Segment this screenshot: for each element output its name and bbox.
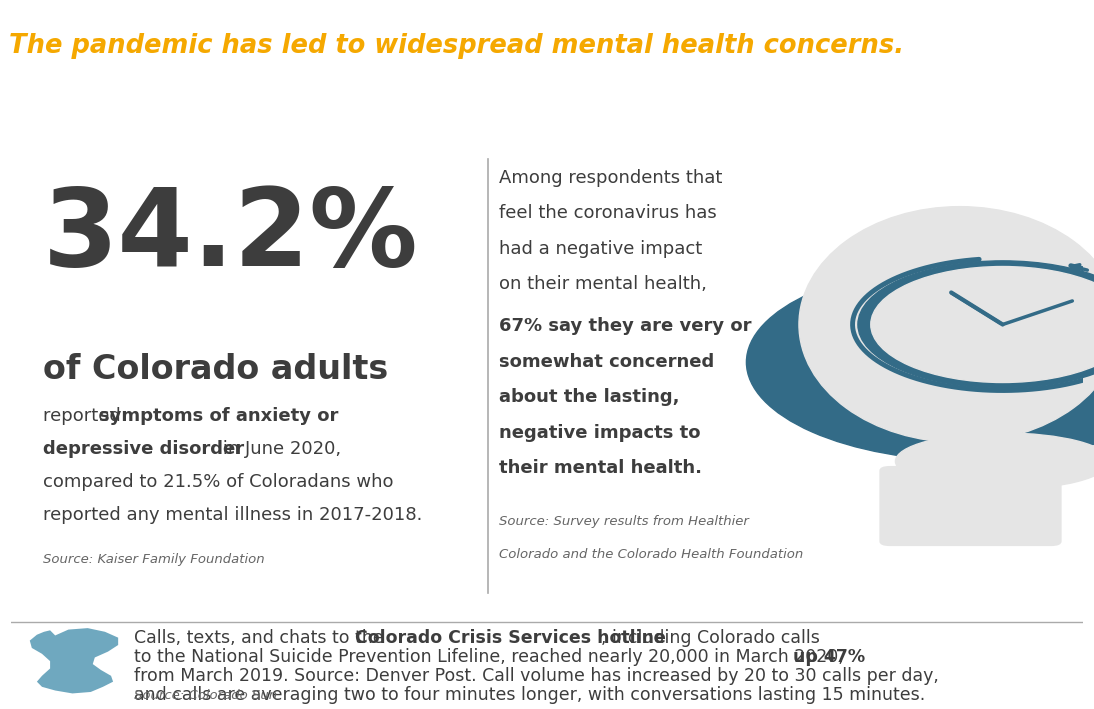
Text: on their mental health,: on their mental health, [499,275,707,293]
Ellipse shape [799,206,1094,442]
Text: negative impacts to: negative impacts to [499,423,700,442]
Text: Source: Colorado Sun: Source: Colorado Sun [135,689,278,702]
Text: Calls, texts, and chats to the: Calls, texts, and chats to the [135,628,389,647]
Ellipse shape [895,433,1094,489]
Text: depressive disorder: depressive disorder [43,440,244,458]
Text: Source: Survey results from Healthier: Source: Survey results from Healthier [499,515,748,528]
Text: , including Colorado calls: , including Colorado calls [601,628,819,647]
PathPatch shape [30,628,118,693]
FancyBboxPatch shape [880,466,1061,546]
Text: Colorado and the Colorado Health Foundation: Colorado and the Colorado Health Foundat… [499,549,803,562]
Circle shape [871,267,1094,382]
Text: Colorado Crisis Services hotline: Colorado Crisis Services hotline [356,628,666,647]
Text: The pandemic has led to widespread mental health concerns.: The pandemic has led to widespread menta… [9,33,904,59]
Text: Source: Kaiser Family Foundation: Source: Kaiser Family Foundation [43,553,265,566]
Text: reported any mental illness in 2017-2018.: reported any mental illness in 2017-2018… [43,506,422,524]
Text: from March 2019. Source: Denver Post. Call volume has increased by 20 to 30 call: from March 2019. Source: Denver Post. Ca… [135,667,939,685]
Circle shape [858,261,1094,388]
Text: 67% say they are very or: 67% say they are very or [499,318,752,335]
Text: Among respondents that: Among respondents that [499,169,722,187]
Text: in June 2020,: in June 2020, [217,440,341,458]
Text: reported: reported [43,407,127,425]
Text: about the lasting,: about the lasting, [499,388,679,406]
Text: symptoms of anxiety or: symptoms of anxiety or [98,407,338,425]
Text: feel the coronavirus has: feel the coronavirus has [499,204,717,223]
Text: of Colorado adults: of Colorado adults [43,353,388,386]
Text: 34.2%: 34.2% [43,183,419,289]
Text: had a negative impact: had a negative impact [499,240,702,257]
Text: compared to 21.5% of Coloradans who: compared to 21.5% of Coloradans who [43,473,394,491]
Text: up 47%: up 47% [792,648,864,666]
Text: to the National Suicide Prevention Lifeline, reached nearly 20,000 in March 2020: to the National Suicide Prevention Lifel… [135,648,849,666]
Text: their mental health.: their mental health. [499,459,701,477]
Text: and calls are averaging two to four minutes longer, with conversations lasting 1: and calls are averaging two to four minu… [135,686,926,703]
Text: somewhat concerned: somewhat concerned [499,353,714,371]
Circle shape [746,264,1094,461]
